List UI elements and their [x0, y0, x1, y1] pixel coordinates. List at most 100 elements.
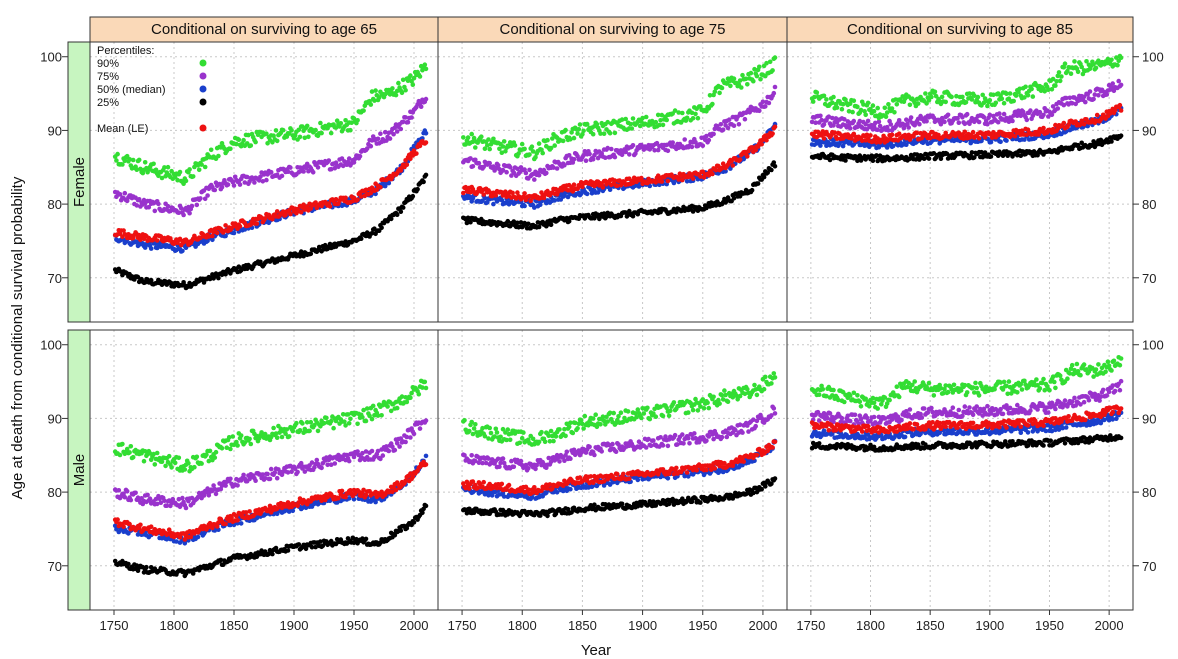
data-point-p90 [739, 85, 744, 90]
data-point-p90 [575, 131, 580, 136]
data-point-mean [468, 189, 473, 195]
data-point-p90 [939, 94, 945, 100]
data-point-p90 [590, 131, 596, 137]
data-point-mean [270, 216, 275, 222]
data-point-p90 [960, 94, 965, 100]
data-point-mean [868, 133, 873, 138]
data-point-p50 [522, 203, 527, 209]
data-point-p90 [1093, 65, 1099, 71]
data-point-p75 [532, 177, 537, 182]
data-point-p90 [894, 102, 900, 107]
data-point-p90 [313, 127, 318, 133]
data-point-p90 [612, 130, 618, 136]
data-point-p75 [720, 127, 726, 132]
data-point-p90 [202, 164, 208, 170]
data-point-p90 [737, 78, 743, 83]
data-point-p90 [719, 85, 725, 91]
data-point-p75 [833, 116, 839, 121]
data-point-p90 [758, 76, 763, 82]
data-point-p75 [718, 122, 724, 127]
data-point-p90 [117, 452, 123, 458]
data-point-mean [665, 178, 671, 184]
data-point-p75 [766, 100, 772, 106]
data-point-p75 [725, 125, 731, 131]
column-strip-label: Conditional on surviving to age 85 [847, 21, 1073, 38]
data-point-p90 [883, 114, 889, 119]
data-point-p75 [180, 495, 185, 501]
data-point-p75 [742, 116, 748, 122]
data-point-p75 [571, 157, 577, 162]
data-point-p90 [581, 128, 586, 134]
data-point-p75 [423, 96, 429, 102]
data-point-mean [493, 193, 499, 198]
data-point-p90 [136, 157, 142, 163]
data-point-mean [237, 224, 243, 229]
data-point-p90 [584, 121, 590, 127]
data-point-p90 [863, 112, 868, 118]
data-point-p90 [1001, 100, 1007, 106]
data-point-p90 [271, 133, 276, 138]
y-axis-title: Age at death from conditional survival p… [9, 176, 26, 499]
data-point-p75 [1087, 89, 1093, 94]
data-point-p90 [194, 454, 200, 460]
data-point-p50 [904, 142, 909, 147]
data-point-p90 [1072, 59, 1077, 64]
data-point-p50 [482, 195, 488, 201]
data-point-p50 [890, 143, 896, 149]
data-point-p25 [566, 218, 572, 224]
data-point-p75 [760, 99, 766, 104]
data-point-p90 [598, 131, 603, 136]
data-point-mean [772, 124, 778, 130]
data-point-p90 [360, 414, 365, 420]
data-point-p25 [343, 239, 348, 244]
data-point-p75 [268, 169, 274, 175]
data-point-p75 [205, 193, 210, 198]
data-point-p50 [1022, 137, 1027, 142]
data-point-p75 [481, 164, 487, 170]
data-point-p90 [163, 173, 168, 179]
data-point-p75 [864, 127, 870, 132]
data-point-p90 [400, 77, 406, 83]
data-point-p25 [765, 170, 770, 175]
data-point-p90 [680, 110, 685, 116]
data-point-p75 [813, 120, 818, 125]
data-point-mean [198, 235, 203, 241]
data-point-p75 [146, 204, 152, 210]
data-point-p75 [763, 104, 768, 109]
data-point-p90 [1109, 57, 1114, 63]
column-strip-bg [437, 16, 788, 43]
data-point-p50 [485, 199, 490, 205]
data-point-mean [121, 228, 126, 233]
data-point-p75 [398, 126, 404, 132]
data-point-p90 [461, 135, 466, 140]
data-point-mean [154, 238, 160, 243]
data-point-p90 [186, 460, 191, 466]
data-point-p75 [386, 448, 392, 454]
data-point-p90 [234, 141, 239, 147]
data-point-p75 [554, 166, 560, 171]
data-point-p90 [932, 89, 938, 95]
data-point-p90 [346, 421, 352, 426]
data-point-p75 [566, 153, 572, 158]
data-point-p90 [824, 97, 829, 102]
data-point-p90 [394, 88, 400, 94]
data-point-p75 [345, 159, 351, 165]
data-point-p90 [235, 443, 240, 448]
data-point-p90 [712, 89, 718, 94]
data-point-p25 [536, 224, 542, 230]
data-point-p75 [301, 169, 306, 174]
data-point-p25 [630, 213, 636, 219]
data-point-p75 [507, 164, 513, 170]
data-point-p90 [208, 147, 214, 153]
data-point-p75 [468, 156, 473, 161]
data-point-p90 [594, 122, 600, 127]
data-point-p50 [423, 131, 429, 136]
data-point-mean [680, 177, 685, 183]
data-point-p90 [949, 94, 954, 100]
data-point-p25 [468, 219, 473, 225]
data-point-p25 [874, 153, 879, 158]
data-point-p90 [372, 98, 377, 103]
data-point-p90 [503, 149, 508, 154]
data-point-p90 [757, 64, 762, 70]
data-point-p75 [826, 114, 832, 119]
